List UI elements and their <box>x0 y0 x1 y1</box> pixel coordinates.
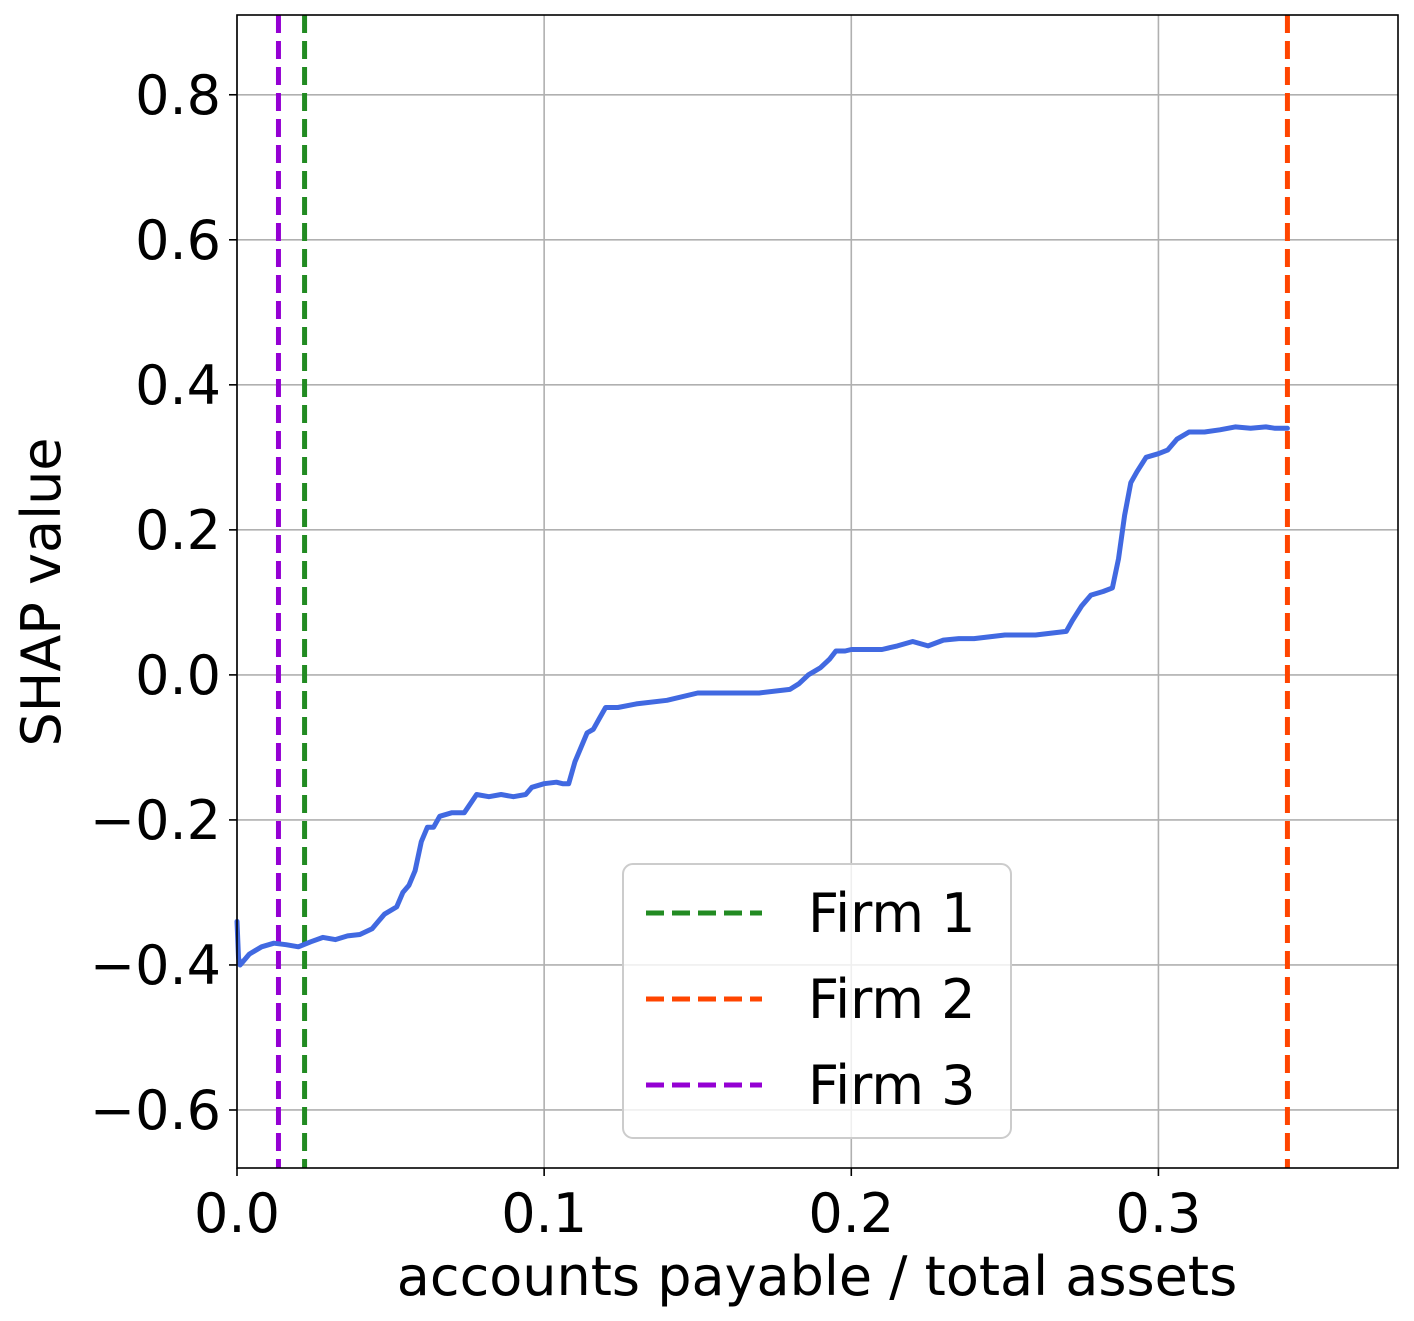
y-tick-label: 0.0 <box>135 644 221 707</box>
x-axis-ticks: 0.0 0.1 0.2 0.3 <box>194 1168 1201 1245</box>
y-tick-label: −0.6 <box>90 1079 221 1142</box>
y-tick-label: 0.2 <box>135 499 221 562</box>
legend-box <box>622 863 1012 1139</box>
y-tick-label: −0.2 <box>90 789 221 852</box>
legend: Firm 1 Firm 2 Firm 3 <box>622 863 1012 1139</box>
shap-series-line <box>234 424 1290 968</box>
x-axis-label: accounts payable / total assets <box>397 1245 1237 1308</box>
series-group <box>234 424 1290 968</box>
x-tick-label: 0.3 <box>1115 1182 1201 1245</box>
x-tick-label: 0.2 <box>808 1182 894 1245</box>
y-tick-label: −0.4 <box>90 934 221 997</box>
y-tick-label: 0.6 <box>135 209 221 272</box>
firm-marker-lines <box>275 15 1290 1168</box>
y-axis-ticks: 0.8 0.6 0.4 0.2 0.0 −0.2 −0.4 −0.6 <box>90 64 237 1142</box>
legend-label: Firm 3 <box>808 1054 976 1117</box>
grid-lines <box>236 15 1398 1168</box>
x-tick-label: 0.0 <box>194 1182 280 1245</box>
plot-frame <box>236 14 1399 1169</box>
legend-label: Firm 1 <box>808 882 976 945</box>
y-axis-label: SHAP value <box>10 437 73 746</box>
legend-label: Firm 2 <box>808 968 976 1031</box>
y-tick-label: 0.8 <box>135 64 221 127</box>
x-tick-label: 0.1 <box>501 1182 587 1245</box>
y-tick-label: 0.4 <box>135 354 221 417</box>
